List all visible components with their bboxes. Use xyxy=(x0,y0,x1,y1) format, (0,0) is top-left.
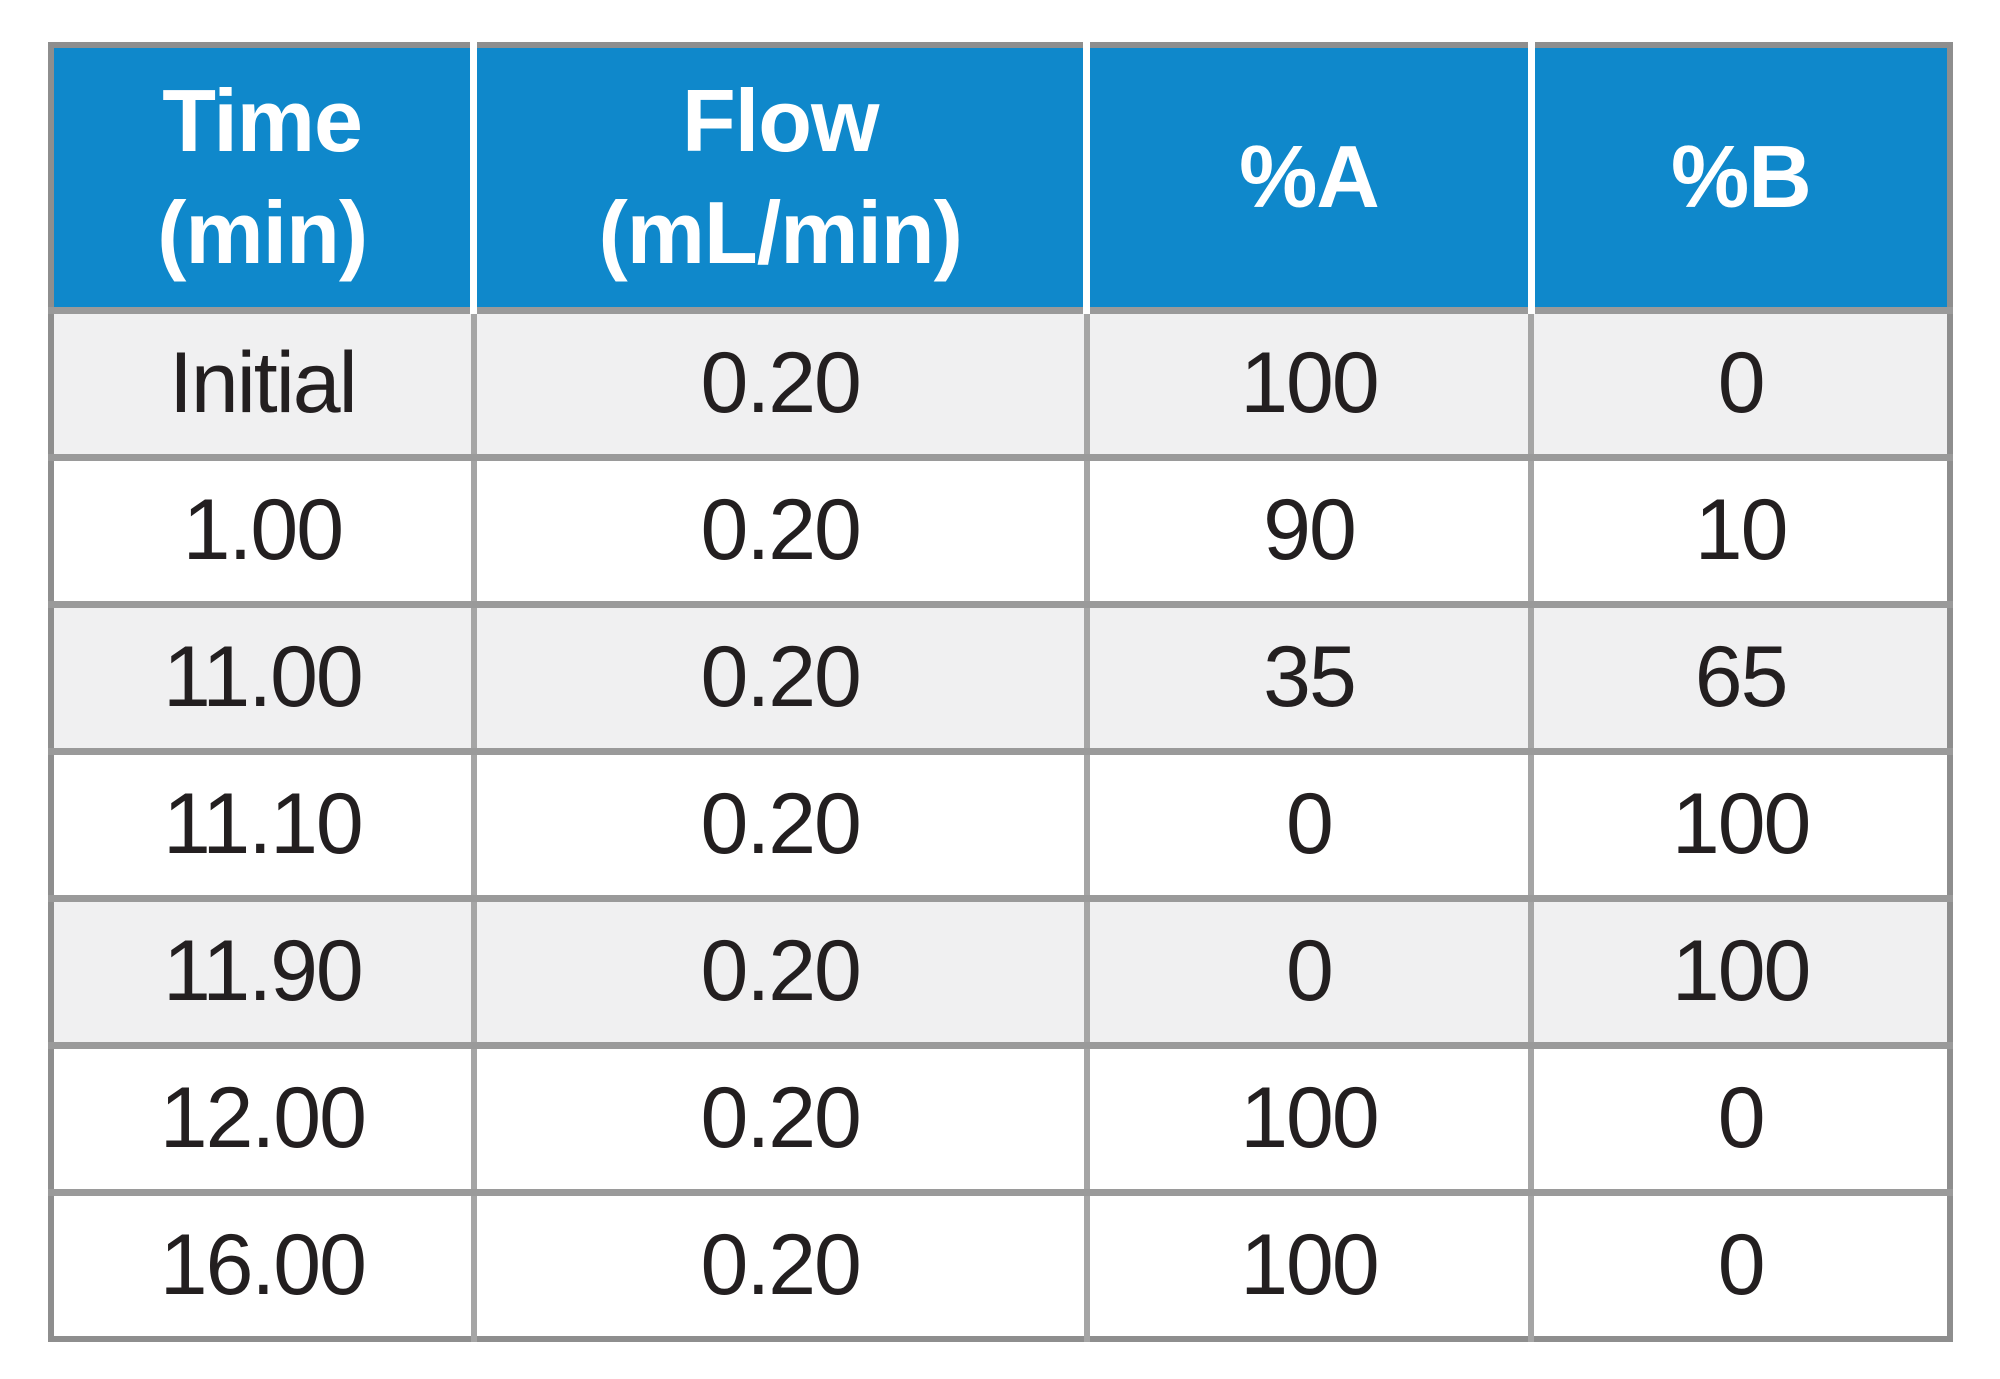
cell-pct-b: 10 xyxy=(1528,453,1950,604)
table-row: 11.00 0.20 35 65 xyxy=(51,600,1950,751)
cell-time: Initial xyxy=(51,306,474,457)
table-row: Initial 0.20 100 0 xyxy=(51,306,1950,457)
cell-time: 16.00 xyxy=(51,1188,474,1339)
cell-pct-b: 0 xyxy=(1528,1188,1950,1339)
cell-pct-a: 100 xyxy=(1083,1041,1532,1192)
table-row: 11.90 0.20 0 100 xyxy=(51,894,1950,1045)
cell-pct-b: 0 xyxy=(1528,1041,1950,1192)
cell-flow: 0.20 xyxy=(470,1188,1087,1339)
table-row: 1.00 0.20 90 10 xyxy=(51,453,1950,604)
table-row: 12.00 0.20 100 0 xyxy=(51,1041,1950,1192)
table-row: 11.10 0.20 0 100 xyxy=(51,747,1950,898)
cell-pct-a: 100 xyxy=(1083,306,1532,457)
cell-flow: 0.20 xyxy=(470,894,1087,1045)
cell-pct-b: 65 xyxy=(1528,600,1950,751)
header-row: Time (min) Flow (mL/min) %A %B xyxy=(51,45,1950,310)
column-header-pct-a-line1: %A xyxy=(1239,126,1380,226)
column-header-pct-b: %B xyxy=(1527,45,1950,310)
cell-time: 1.00 xyxy=(51,453,474,604)
cell-pct-b: 0 xyxy=(1528,306,1950,457)
cell-flow: 0.20 xyxy=(470,453,1087,604)
cell-pct-b: 100 xyxy=(1528,894,1950,1045)
cell-pct-b: 100 xyxy=(1528,747,1950,898)
column-header-time-line2: (min) xyxy=(157,183,368,283)
cell-pct-a: 35 xyxy=(1083,600,1532,751)
cell-time: 11.10 xyxy=(51,747,474,898)
column-header-flow-line2: (mL/min) xyxy=(598,183,963,283)
cell-flow: 0.20 xyxy=(470,1041,1087,1192)
column-header-flow: Flow (mL/min) xyxy=(470,45,1087,310)
gradient-table: Time (min) Flow (mL/min) %A %B Initial 0… xyxy=(48,42,1953,1342)
cell-time: 11.00 xyxy=(51,600,474,751)
column-header-pct-b-line1: %B xyxy=(1670,126,1812,226)
cell-flow: 0.20 xyxy=(470,747,1087,898)
table-body: Initial 0.20 100 0 1.00 0.20 90 10 11.00… xyxy=(51,306,1950,1339)
cell-time: 12.00 xyxy=(51,1041,474,1192)
cell-pct-a: 90 xyxy=(1083,453,1532,604)
cell-time: 11.90 xyxy=(51,894,474,1045)
cell-pct-a: 100 xyxy=(1083,1188,1532,1339)
cell-pct-a: 0 xyxy=(1083,747,1532,898)
table-header: Time (min) Flow (mL/min) %A %B xyxy=(51,45,1950,310)
cell-pct-a: 0 xyxy=(1083,894,1532,1045)
column-header-pct-a: %A xyxy=(1083,45,1532,310)
column-header-time-line1: Time xyxy=(162,70,363,170)
column-header-flow-line1: Flow xyxy=(681,70,879,170)
table-row: 16.00 0.20 100 0 xyxy=(51,1188,1950,1339)
cell-flow: 0.20 xyxy=(470,306,1087,457)
column-header-time: Time (min) xyxy=(51,45,474,310)
cell-flow: 0.20 xyxy=(470,600,1087,751)
